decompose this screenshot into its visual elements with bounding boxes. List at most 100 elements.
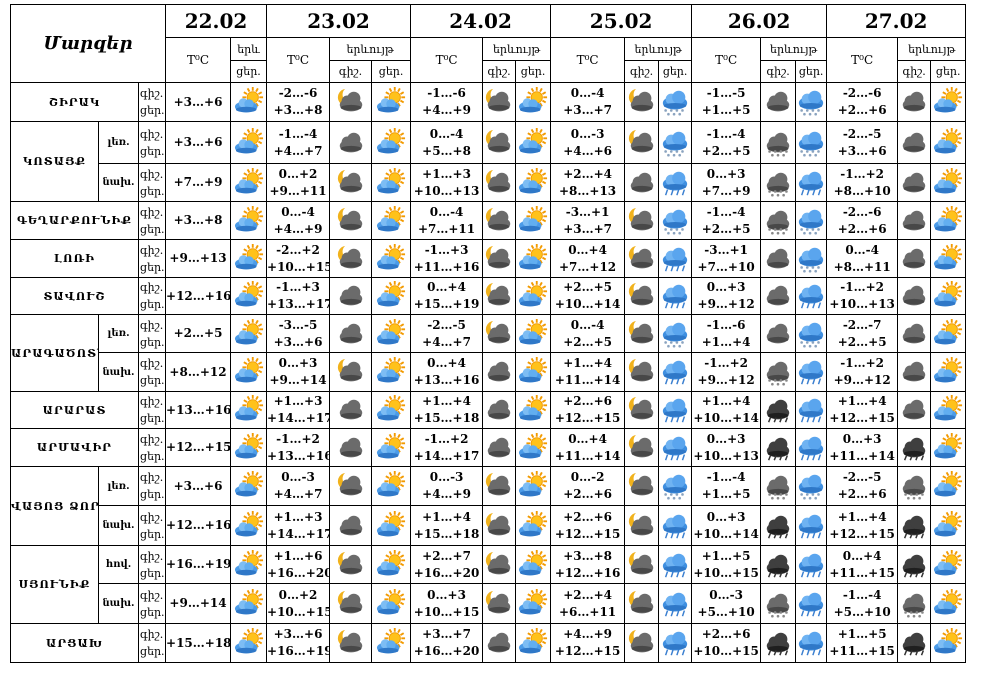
night-temp: +2…+5: [563, 280, 612, 294]
temperature-cell: 0…-3 +5…+10: [691, 583, 762, 624]
temperature-cell: -2…-7 +2…+5: [826, 314, 899, 353]
rain-icon: [658, 623, 693, 663]
sun-cloud-icon: [515, 352, 552, 392]
rain-dark-icon: [760, 428, 797, 467]
moon-cloud-icon: [329, 163, 373, 202]
day-label: ցեր.: [371, 60, 412, 83]
night-label: գիշ.: [140, 395, 164, 408]
sun-cloud-icon: [519, 167, 548, 193]
night-temp: 0…-3: [281, 470, 315, 484]
region-name: ՇԻՐԱԿ: [10, 82, 139, 122]
moon-cloud-icon: [485, 205, 511, 230]
night-temp: 0…-4: [570, 86, 605, 100]
sun-cloud-icon: [519, 432, 548, 458]
night-temp: 0…+3: [706, 280, 746, 294]
sun-cloud-icon: [930, 391, 967, 429]
cloud-icon: [897, 277, 932, 315]
day-temp: +14…+17: [267, 526, 330, 541]
night-temp: +1…+3: [273, 509, 323, 524]
sun-cloud-icon: [934, 510, 963, 536]
day-temp: +5…+8: [422, 143, 471, 158]
cloud-icon: [329, 121, 373, 164]
sun-cloud-icon: [230, 545, 268, 584]
temperature-cell: +2…+4 +8…+13: [550, 163, 626, 202]
sun-cloud-icon: [371, 201, 412, 240]
night-temp: 0…+4: [427, 356, 466, 370]
night-temp: +3…+8: [563, 548, 612, 563]
day-temp: +14…+17: [267, 411, 330, 425]
night-label: գիշ.: [140, 588, 164, 602]
moon-cloud-icon: [485, 127, 511, 152]
sun-cloud-icon: [934, 549, 963, 575]
day-label: ցեր.: [140, 144, 165, 158]
sun-cloud-icon: [930, 352, 967, 392]
rain-icon: [795, 391, 828, 429]
subregion-name: նախ.: [98, 352, 139, 392]
temperature-header: T⁰C: [550, 37, 626, 83]
sun-cloud-icon: [519, 510, 548, 536]
moon-cloud-icon: [624, 505, 660, 546]
phenomenon-header: երևույթ: [760, 37, 828, 61]
temperature-cell: -1…-4 +2…+5: [691, 121, 762, 164]
moon-cloud-icon: [624, 277, 660, 315]
day-label: ցեր.: [140, 527, 165, 541]
day-label: ցեր.: [140, 645, 165, 658]
cloud-icon: [482, 428, 517, 467]
cloud-icon: [897, 314, 932, 353]
night-temp: -2…+2: [276, 242, 320, 257]
period-labels: գիշ. ցեր.: [137, 314, 167, 353]
day-temp: +13…+16: [413, 373, 480, 387]
temperature-cell: 0…+4 +15…+19: [410, 277, 484, 315]
rain-icon: [795, 163, 828, 202]
night-temp: -2…-5: [842, 470, 882, 484]
day-temp: +10…+13: [829, 297, 895, 311]
day-temp: +2…+6: [837, 221, 887, 236]
night-temp: 0…-2: [570, 470, 605, 484]
night-temp: +1…+5: [837, 627, 887, 641]
cloud-icon: [482, 623, 517, 663]
moon-cloud-icon: [628, 281, 653, 306]
rain-icon: [795, 277, 828, 315]
moon-cloud-icon: [482, 466, 517, 506]
sun-cloud-icon: [934, 205, 963, 231]
temperature-cell: +12…+16: [165, 505, 232, 546]
moon-cloud-icon: [628, 471, 653, 496]
cloud-icon: [897, 163, 932, 202]
temperature-cell: +1…+5 +10…+15: [691, 545, 762, 584]
temperature-cell: -2…-5 +2…+6: [826, 466, 899, 506]
day-temp: +10…+13: [413, 183, 480, 198]
night-label: գիշ.: [140, 243, 164, 257]
cloud-icon: [902, 399, 926, 420]
day-temp: +7…+9: [173, 175, 223, 189]
day-temp: +11…+14: [829, 448, 895, 463]
region-row: ՎԱՅՈՑ ՁՈՐ լեռ. գիշ. ցեր. +3…+6 0…-3 +4…+7 0…-…: [10, 466, 967, 546]
sun-cloud-icon: [376, 167, 406, 193]
night-temp: 0…-4: [281, 204, 315, 219]
cloud-icon: [902, 172, 926, 192]
sun-cloud-icon: [376, 395, 406, 421]
temperature-header: T⁰C: [691, 37, 762, 83]
moon-cloud-icon: [624, 352, 660, 392]
temperature-cell: -2…+2 +10…+15: [266, 239, 331, 278]
night-temp: -3…+1: [704, 242, 748, 257]
night-temp: +1…+4: [422, 394, 471, 408]
temperature-cell: +12…+16: [165, 277, 232, 315]
temperature-cell: +1…+4 +11…+14: [550, 352, 626, 392]
cloud-icon: [902, 285, 926, 306]
day-temp: +16…+20: [267, 565, 330, 580]
moon-cloud-icon: [329, 239, 373, 278]
night-temp: -1…-4: [706, 470, 746, 484]
temperature-cell: 0…-3 +4…+9: [410, 466, 484, 506]
temperature-cell: +2…+6 +12…+15: [550, 505, 626, 546]
temperature-cell: +2…+5: [165, 314, 232, 353]
sun-cloud-icon: [371, 623, 412, 663]
moon-cloud-icon: [628, 205, 653, 230]
night-label: գիշ.: [140, 205, 164, 219]
cloud-icon: [760, 314, 797, 353]
region-row: ԱՐԱԳԱԾՈՏՆ լեռ. գիշ. ցեր. +2…+5 -3…-5 +3…+6 -2…: [10, 314, 967, 392]
day-label: ցեր.: [140, 449, 165, 463]
night-temp: -1…-5: [706, 86, 746, 100]
day-temp: +10…+14: [554, 297, 621, 311]
temperature-cell: +3…+6: [165, 466, 232, 506]
day-temp: +15…+18: [166, 635, 231, 650]
